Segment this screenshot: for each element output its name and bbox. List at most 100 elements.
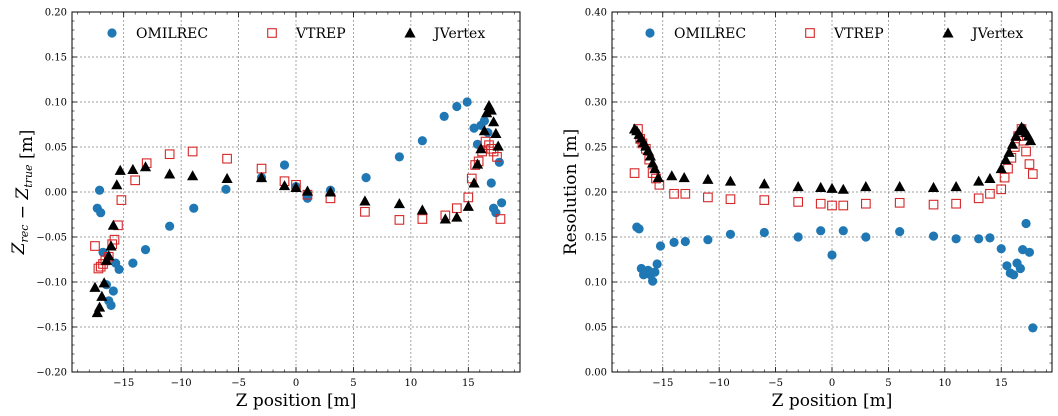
- data-point-jvertex: [666, 170, 678, 181]
- data-point-jvertex: [792, 181, 804, 192]
- data-point-vtrep: [256, 163, 267, 174]
- series-omilrec: [632, 218, 1038, 333]
- legend: OMILREC VTREP JVertex: [645, 26, 1023, 42]
- data-point-vtrep: [222, 153, 232, 164]
- data-point-jvertex: [894, 181, 906, 192]
- data-point-jvertex: [475, 143, 487, 154]
- series-jvertex: [628, 121, 1037, 194]
- data-point-omilrec: [838, 226, 848, 236]
- data-point-omilrec: [1015, 263, 1026, 274]
- y-tick-label: 0.20: [585, 188, 607, 199]
- data-point-omilrec: [793, 232, 803, 242]
- data-point-omilrec: [928, 231, 939, 241]
- data-point-omilrec: [96, 208, 106, 218]
- data-point-jvertex: [644, 150, 656, 161]
- data-point-omilrec: [394, 152, 404, 162]
- data-point-jvertex: [89, 281, 101, 292]
- data-point-jvertex: [301, 185, 314, 196]
- y-tick-label: −0.20: [36, 368, 67, 379]
- data-point-vtrep: [417, 214, 428, 224]
- legend-marker-jvertex: [404, 27, 416, 38]
- data-point-omilrec: [827, 250, 837, 260]
- data-point-jvertex: [758, 178, 770, 189]
- data-point-vtrep: [985, 188, 995, 199]
- x-axis-label: Z position [m]: [772, 391, 893, 411]
- plot-frame: [71, 11, 521, 373]
- data-point-vtrep: [360, 206, 370, 217]
- data-point-vtrep: [793, 197, 804, 207]
- x-tick-label: 10: [938, 378, 951, 389]
- data-point-vtrep: [669, 188, 679, 199]
- data-point-vtrep: [838, 200, 849, 211]
- data-point-vtrep: [480, 136, 491, 147]
- data-point-omilrec: [114, 264, 124, 274]
- data-point-jvertex: [255, 172, 268, 183]
- legend-label-vtrep: VTREP: [295, 26, 346, 42]
- data-point-vtrep: [951, 198, 961, 209]
- data-point-omilrec: [895, 227, 905, 237]
- left-chart-residual: −15 −10 −5 0 5 10 15 −0.20 −0.15 −0.10 −0.05 0.00 0.…: [9, 8, 521, 411]
- data-point-omilrec: [974, 234, 984, 244]
- data-point-omilrec: [417, 136, 427, 146]
- y-tick-label: 0.15: [585, 233, 607, 244]
- x-tick-label: −10: [709, 378, 730, 389]
- data-point-omilrec: [221, 184, 231, 194]
- data-point-omilrec: [108, 286, 118, 296]
- data-point-omilrec: [494, 157, 504, 167]
- y-tick-label: 0.10: [45, 98, 67, 109]
- data-point-omilrec: [279, 160, 290, 170]
- data-point-jvertex: [393, 198, 405, 209]
- data-point-omilrec: [94, 185, 105, 195]
- data-point-omilrec: [655, 241, 666, 251]
- data-point-vtrep: [187, 146, 198, 157]
- data-point-vtrep: [996, 184, 1007, 195]
- data-point-omilrec: [140, 245, 151, 255]
- x-tick-label: 15: [995, 378, 1008, 389]
- data-point-jvertex: [139, 161, 152, 172]
- data-point-jvertex: [724, 175, 737, 186]
- x-tick-label: 10: [405, 378, 418, 389]
- data-point-omilrec: [951, 234, 961, 244]
- data-point-vtrep: [90, 241, 100, 251]
- data-point-jvertex: [490, 127, 502, 138]
- plot-frame: [611, 11, 1053, 373]
- data-point-omilrec: [650, 267, 660, 277]
- legend-label-jvertex: JVertex: [432, 26, 485, 42]
- data-point-omilrec: [680, 236, 690, 247]
- data-point-omilrec: [497, 198, 507, 208]
- data-point-vtrep: [680, 188, 691, 199]
- data-point-vtrep: [164, 149, 175, 160]
- data-point-jvertex: [487, 116, 500, 127]
- legend-marker-vtrep: [805, 28, 815, 38]
- y-tick-label: 0.00: [585, 368, 607, 379]
- x-tick-label: −5: [768, 378, 783, 389]
- data-point-jvertex: [462, 200, 474, 211]
- data-point-omilrec: [128, 258, 138, 268]
- data-point-omilrec: [165, 221, 175, 231]
- data-point-omilrec: [861, 232, 871, 242]
- data-point-jvertex: [127, 163, 139, 174]
- data-point-jvertex: [492, 140, 504, 151]
- data-point-vtrep: [827, 200, 837, 211]
- data-point-vtrep: [1024, 159, 1035, 169]
- data-point-jvertex: [995, 163, 1007, 174]
- data-point-omilrec: [361, 173, 371, 183]
- data-point-omilrec: [1009, 270, 1019, 280]
- x-tick-label: 15: [462, 378, 475, 389]
- data-point-jvertex: [815, 181, 827, 192]
- data-point-vtrep: [928, 199, 939, 210]
- legend: OMILREC VTREP JVertex: [107, 26, 485, 42]
- data-point-vtrep: [999, 172, 1010, 183]
- data-point-vtrep: [973, 193, 984, 204]
- data-point-jvertex: [950, 181, 962, 192]
- y-tick-label: 0.25: [585, 143, 607, 154]
- legend-label-jvertex: JVertex: [970, 26, 1023, 42]
- data-point-omilrec: [302, 193, 313, 203]
- data-point-jvertex: [439, 213, 451, 224]
- data-point-jvertex: [973, 175, 985, 186]
- x-tick-label: 0: [829, 378, 835, 389]
- x-tick-label: 5: [885, 378, 891, 389]
- legend-marker-omilrec: [107, 28, 117, 38]
- data-point-vtrep: [703, 192, 713, 203]
- data-point-jvertex: [278, 180, 291, 191]
